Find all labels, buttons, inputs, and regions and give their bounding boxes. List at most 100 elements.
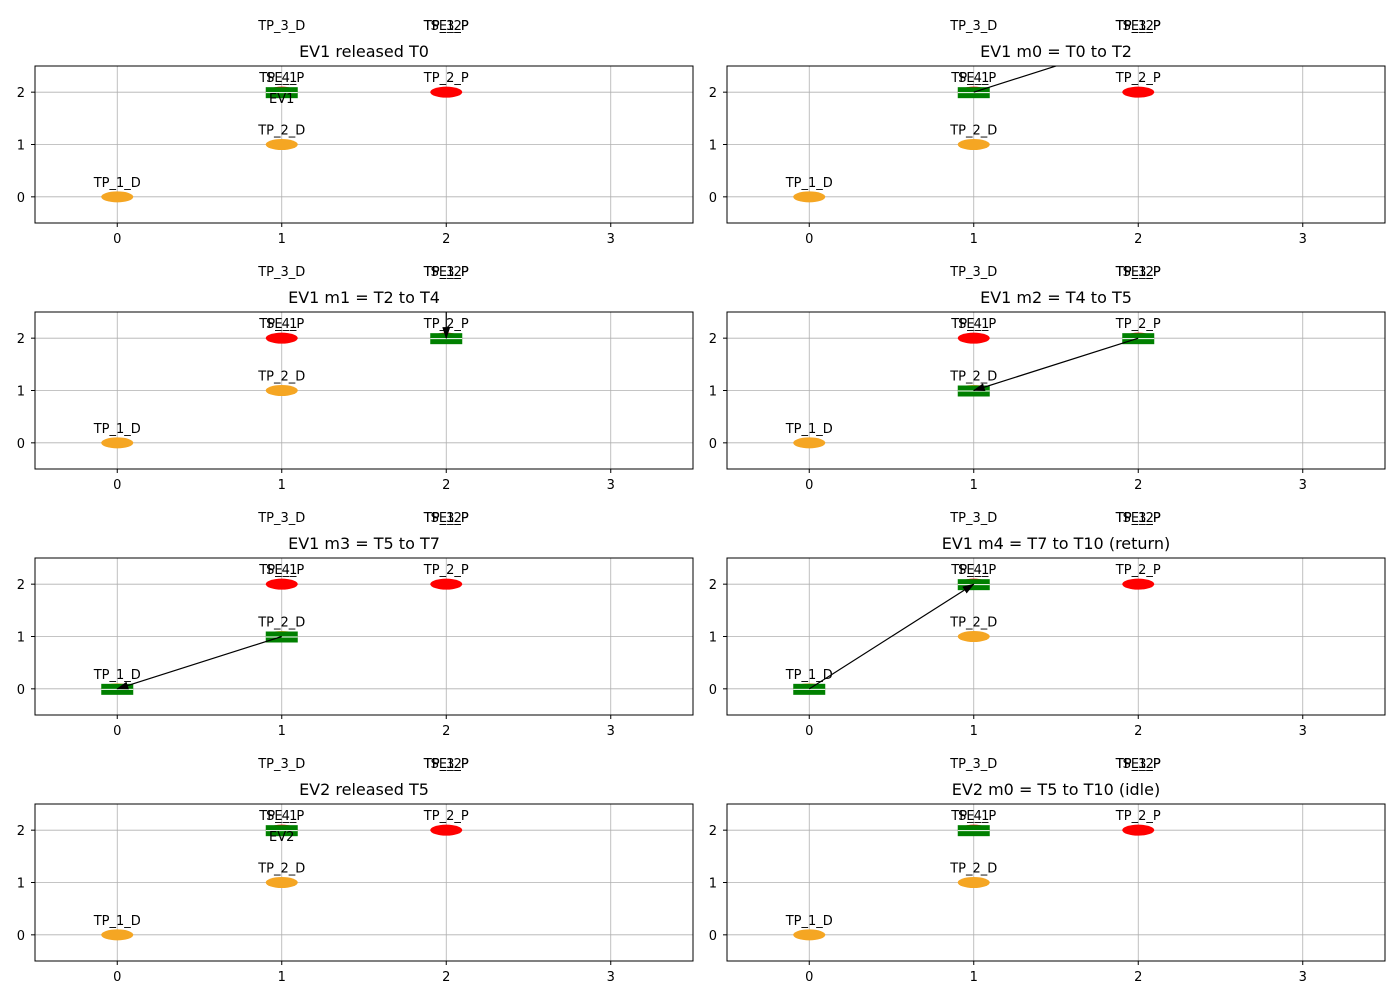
drop-point-marker xyxy=(957,877,990,888)
subplot-title: EV2 released T5 xyxy=(299,780,429,799)
pickup-point-marker xyxy=(1122,86,1155,98)
drop-point-marker xyxy=(265,139,298,150)
x-tick-label: 3 xyxy=(1299,970,1307,985)
point-label: TP_2_P xyxy=(423,809,469,824)
point-label: TP_3_D xyxy=(257,19,305,34)
drop-point-marker xyxy=(793,437,826,449)
drop-point-marker xyxy=(957,139,990,150)
point-label: SE_1 xyxy=(266,809,297,824)
y-tick-label: 2 xyxy=(709,578,717,593)
x-tick-label: 0 xyxy=(113,724,121,739)
subplot-title: EV1 m0 = T0 to T2 xyxy=(980,42,1132,61)
y-tick-label: 0 xyxy=(17,191,25,206)
point-label: TP_2_D xyxy=(949,616,997,631)
route-arrow xyxy=(972,337,1139,392)
x-tick-label: 2 xyxy=(1134,232,1142,247)
point-label: TP_2_P xyxy=(423,317,469,332)
x-tick-label: 3 xyxy=(607,478,615,493)
data-layer xyxy=(793,578,1155,695)
pickup-point-marker xyxy=(430,578,463,590)
point-label: TP_4_P xyxy=(950,563,996,578)
point-label: TP_1_P xyxy=(1115,757,1161,772)
subplot-8: EV2 m0 = T5 to T10 (idle) 0 1 2 3 0 1 2 TP_1_D TP… xyxy=(709,757,1386,985)
drop-point-marker xyxy=(957,631,990,642)
point-label: TP_2_D xyxy=(257,124,305,139)
point-label: SE_2 xyxy=(431,265,462,280)
point-label: TP_4_P xyxy=(258,317,304,332)
subplot-1: EV1 released T0 0 1 2 3 0 1 2 TP_1_D TP_2_D TP_3_D… xyxy=(17,19,694,247)
data-layer xyxy=(101,578,463,695)
x-tick-label: 2 xyxy=(442,970,450,985)
y-tick-label: 2 xyxy=(709,332,717,347)
point-label: TP_4_P xyxy=(950,71,996,86)
subplot-3: EV1 m1 = T2 to T4 0 1 2 3 0 1 2 TP_1_D TP_2_D TP_3… xyxy=(17,265,694,493)
y-tick-label: 1 xyxy=(17,631,25,646)
point-label: TP_1_P xyxy=(1115,511,1161,526)
point-label: SE_2 xyxy=(1123,757,1154,772)
route-arrow xyxy=(808,583,975,690)
data-layer xyxy=(101,312,463,449)
point-label: SE_1 xyxy=(958,71,989,86)
pickup-point-marker xyxy=(430,824,463,836)
x-tick-label: 3 xyxy=(607,232,615,247)
y-tick-label: 0 xyxy=(709,191,717,206)
drop-point-marker xyxy=(266,34,298,45)
pickup-point-marker xyxy=(265,578,298,590)
point-label: TP_1_D xyxy=(93,176,141,191)
x-tick-label: 0 xyxy=(805,970,813,985)
point-label: TP_2_P xyxy=(1115,71,1161,86)
point-label: TP_3_D xyxy=(949,19,997,34)
point-label: TP_3_P xyxy=(423,511,469,526)
point-label: TP_3_P xyxy=(423,19,469,34)
x-tick-label: 0 xyxy=(805,478,813,493)
point-label: SE_2 xyxy=(431,511,462,526)
y-tick-label: 1 xyxy=(709,877,717,892)
subplot-7: EV2 released T5 0 1 2 3 0 1 2 TP_1_D TP_2_D TP_3_D… xyxy=(17,757,694,985)
pickup-point-marker xyxy=(430,772,462,783)
x-tick-label: 2 xyxy=(1134,724,1142,739)
x-tick-label: 3 xyxy=(1299,478,1307,493)
point-label: TP_3_D xyxy=(257,511,305,526)
x-tick-label: 3 xyxy=(607,724,615,739)
drop-point-marker xyxy=(793,929,826,941)
x-tick-label: 1 xyxy=(278,232,286,247)
pickup-point-marker xyxy=(1122,824,1155,836)
x-tick-label: 1 xyxy=(278,724,286,739)
x-tick-label: 3 xyxy=(607,970,615,985)
subplot-title: EV1 released T0 xyxy=(299,42,429,61)
vehicle-label: EV1 xyxy=(269,92,294,107)
y-tick-label: 2 xyxy=(17,86,25,101)
point-label: TP_3_P xyxy=(423,757,469,772)
point-label: TP_3_D xyxy=(949,511,997,526)
drop-point-marker xyxy=(793,191,826,203)
subplot-5: EV1 m3 = T5 to T7 0 1 2 3 0 1 2 TP_1_D TP_2_D TP_3… xyxy=(17,511,694,739)
point-label: TP_2_D xyxy=(949,124,997,139)
point-label: TP_4_P xyxy=(950,317,996,332)
point-label: SE_1 xyxy=(266,317,297,332)
pickup-point-marker xyxy=(1122,578,1155,590)
point-label: TP_3_P xyxy=(1115,757,1161,772)
point-label: TP_1_D xyxy=(93,668,141,683)
y-tick-label: 1 xyxy=(709,385,717,400)
route-arrow xyxy=(973,66,1058,93)
point-label: TP_2_D xyxy=(257,616,305,631)
subplot-title: EV1 m3 = T5 to T7 xyxy=(288,534,440,553)
point-label: SE_1 xyxy=(958,317,989,332)
point-label: SE_2 xyxy=(431,757,462,772)
x-tick-label: 2 xyxy=(442,724,450,739)
point-label: TP_1_D xyxy=(785,668,833,683)
x-tick-label: 1 xyxy=(970,232,978,247)
x-tick-label: 2 xyxy=(442,478,450,493)
point-label: TP_2_D xyxy=(257,862,305,877)
point-label: TP_3_D xyxy=(949,757,997,772)
point-label: SE_1 xyxy=(958,563,989,578)
y-tick-label: 2 xyxy=(709,824,717,839)
subplot-title: EV1 m1 = T2 to T4 xyxy=(288,288,440,307)
pickup-point-marker xyxy=(430,34,462,45)
x-tick-label: 3 xyxy=(1299,724,1307,739)
pickup-point-marker xyxy=(430,34,462,45)
point-label: TP_4_P xyxy=(950,809,996,824)
y-tick-label: 1 xyxy=(17,139,25,154)
pickup-point-marker xyxy=(430,772,462,783)
